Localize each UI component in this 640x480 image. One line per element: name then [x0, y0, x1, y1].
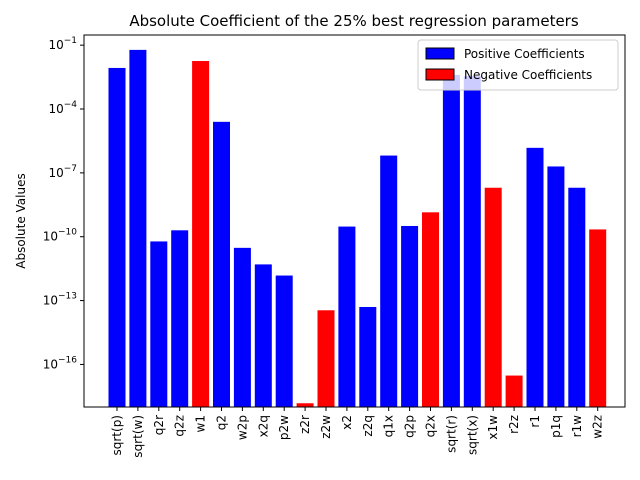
x-tick-label: q2x — [424, 415, 438, 437]
x-tick-label: x1w — [486, 415, 500, 440]
x-tick-label: z2r — [298, 415, 312, 434]
legend-label: Positive Coefficients — [464, 47, 585, 61]
x-tick-label: x2q — [256, 415, 270, 437]
plot-frame — [83, 34, 626, 408]
bar-r1w — [568, 187, 586, 407]
bar-w1 — [192, 61, 210, 407]
y-tick-label: 10−16 — [43, 355, 78, 371]
y-tick-label: 10−7 — [48, 164, 77, 180]
bar-x2q — [254, 264, 272, 407]
y-tick-label: 10−10 — [43, 228, 78, 244]
x-tick-label: sqrt(x) — [465, 415, 479, 455]
bar-p2w — [275, 275, 293, 407]
bar-q2z — [171, 230, 189, 407]
x-tick-label: z2q — [361, 415, 375, 437]
x-tick-label: sqrt(p) — [110, 415, 124, 456]
bar-q2r — [150, 241, 168, 407]
y-axis-label: Absolute Values — [14, 173, 28, 268]
x-axis: sqrt(p) sqrt(w) q2r q2z w1 q2 w2p x2q p2w z2r z2w x… — [110, 407, 605, 458]
x-tick-label: w1 — [194, 415, 208, 432]
bar-q2 — [213, 121, 230, 407]
x-tick-label: sqrt(r) — [444, 415, 458, 453]
x-tick-label: r1 — [528, 415, 542, 428]
x-tick-label: q2z — [173, 415, 187, 437]
chart-title: Absolute Coefficient of the 25% best reg… — [129, 12, 579, 30]
bar-z2q — [359, 306, 377, 407]
x-tick-label: r2z — [507, 415, 521, 434]
bar-r1 — [526, 147, 544, 407]
x-tick-label: q2r — [152, 415, 166, 435]
x-tick-label: p2w — [277, 415, 291, 440]
y-tick-label: 10−4 — [48, 100, 77, 116]
bar-w2z — [589, 229, 607, 407]
bar-sqrt(p) — [108, 67, 126, 407]
bar-sqrt(x) — [463, 76, 481, 407]
x-tick-label: z2w — [319, 415, 333, 439]
bar-p1q — [547, 166, 565, 407]
legend: Positive Coefficients Negative Coefficien… — [417, 39, 619, 91]
x-tick-label: w2z — [591, 415, 605, 439]
x-tick-label: p1q — [549, 415, 563, 438]
bar-x2 — [338, 226, 356, 407]
bar-w2p — [233, 247, 251, 407]
x-tick-label: sqrt(w) — [131, 415, 145, 458]
y-tick-label: 10−13 — [43, 292, 77, 308]
bar-sqrt(w) — [129, 49, 147, 407]
x-tick-label: w2p — [235, 415, 249, 440]
bar-q2p — [401, 225, 419, 407]
bar-z2w — [317, 310, 335, 407]
bars-group — [108, 49, 607, 407]
bar-q1x — [380, 155, 398, 407]
bar-sqrt(r) — [442, 74, 460, 407]
x-tick-label: q2p — [403, 415, 417, 438]
x-tick-label: r1w — [570, 415, 584, 438]
y-axis: 10−1 10−4 10−7 10−10 10−13 10−16 — [43, 36, 84, 371]
bar-r2z — [505, 375, 523, 407]
legend-swatch — [425, 47, 455, 60]
legend-swatch — [425, 68, 455, 81]
legend-label: Negative Coefficients — [464, 68, 592, 82]
x-tick-label: q1x — [382, 415, 396, 437]
x-tick-label: q2 — [215, 415, 229, 430]
bar-z2r — [296, 403, 314, 407]
bar-q2x — [422, 212, 439, 407]
legend-box — [417, 39, 619, 91]
bar-x1w — [484, 187, 502, 407]
y-tick-label: 10−1 — [48, 36, 77, 52]
x-tick-label: x2 — [340, 415, 354, 430]
